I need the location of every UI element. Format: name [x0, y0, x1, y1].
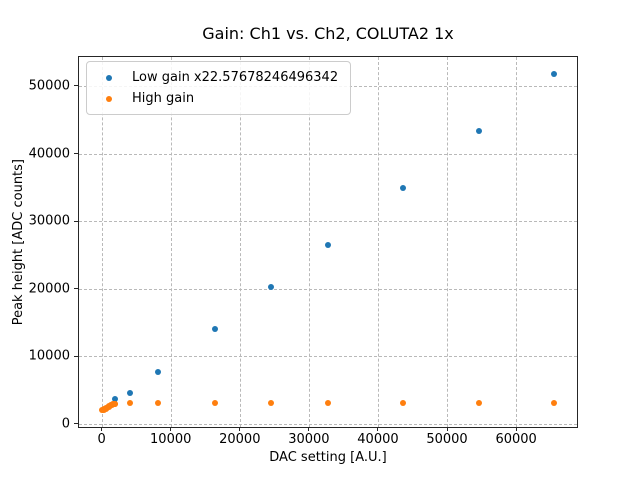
x-tick-label: 50000	[426, 432, 468, 447]
data-point	[325, 242, 331, 249]
data-point	[268, 284, 275, 291]
low-gain-marker-icon	[106, 74, 112, 81]
x-tick-label: 60000	[495, 432, 537, 447]
gridline-horizontal	[79, 153, 577, 155]
high-gain-marker-icon	[106, 95, 112, 102]
legend-label-high-gain: High gain	[132, 91, 195, 106]
legend-label-low-gain: Low gain x22.57678246496342	[132, 70, 339, 85]
data-point	[400, 185, 407, 192]
gridline-vertical	[239, 57, 241, 427]
x-ticklabels: 0 10000 20000 30000 40000 50000 60000	[79, 432, 577, 447]
gridline-vertical	[101, 57, 103, 427]
x-tick-label: 10000	[150, 432, 192, 447]
data-point	[126, 390, 133, 397]
data-point	[551, 70, 558, 77]
y-tick-label: 30000	[28, 213, 70, 229]
y-tickmark	[74, 220, 78, 222]
y-tick-label: 0	[61, 416, 70, 432]
x-tickmarks	[79, 427, 577, 431]
x-tick-label: 0	[97, 432, 106, 447]
data-point	[268, 400, 275, 407]
data-point	[400, 400, 407, 407]
data-point	[211, 326, 218, 333]
y-tickmark	[74, 288, 78, 290]
gridline-vertical	[170, 57, 172, 427]
y-tick-label: 20000	[28, 281, 70, 297]
y-tickmark	[74, 423, 78, 425]
y-tickmark	[74, 355, 78, 357]
legend: Low gain x22.57678246496342 High gain	[86, 61, 352, 115]
x-tick-label: 30000	[288, 432, 330, 447]
data-point	[475, 128, 482, 135]
data-point	[475, 400, 482, 407]
gridline-vertical	[377, 57, 379, 427]
x-tickmark	[377, 427, 379, 431]
data-point	[112, 396, 119, 403]
y-tick-label: 10000	[28, 348, 70, 364]
x-tickmark	[170, 427, 172, 431]
data-point	[112, 400, 119, 407]
x-tickmark	[101, 427, 103, 431]
x-tick-label: 20000	[219, 432, 261, 447]
legend-entry-high-gain: High gain	[94, 88, 338, 109]
gridline-horizontal	[79, 423, 577, 425]
gridline-vertical	[516, 57, 518, 427]
y-tick-label: 50000	[28, 78, 70, 94]
gridline-horizontal	[79, 356, 577, 358]
y-tickmark	[74, 153, 78, 155]
gridline-horizontal	[79, 221, 577, 223]
x-tickmark	[446, 427, 448, 431]
x-tickmark	[515, 427, 517, 431]
y-tickmarks	[74, 57, 78, 427]
gridline-horizontal	[79, 288, 577, 290]
x-tick-label: 40000	[357, 432, 399, 447]
data-point	[155, 400, 162, 407]
data-point	[155, 369, 162, 376]
y-ticklabels: 0 10000 20000 30000 40000 50000	[0, 57, 70, 431]
data-point	[126, 400, 133, 407]
gridline-vertical	[308, 57, 310, 427]
data-point	[211, 400, 218, 407]
gridline-vertical	[447, 57, 449, 427]
plot-area: Low gain x22.57678246496342 High gain	[78, 56, 578, 428]
x-tickmark	[239, 427, 241, 431]
chart-title: Gain: Ch1 vs. Ch2, COLUTA2 1x	[202, 24, 454, 43]
y-tickmark	[74, 85, 78, 87]
legend-entry-low-gain: Low gain x22.57678246496342	[94, 67, 338, 88]
y-tick-label: 40000	[28, 146, 70, 162]
data-point	[325, 400, 331, 407]
x-tickmark	[308, 427, 310, 431]
x-axis-label: DAC setting [A.U.]	[269, 450, 387, 465]
data-point	[551, 400, 558, 407]
